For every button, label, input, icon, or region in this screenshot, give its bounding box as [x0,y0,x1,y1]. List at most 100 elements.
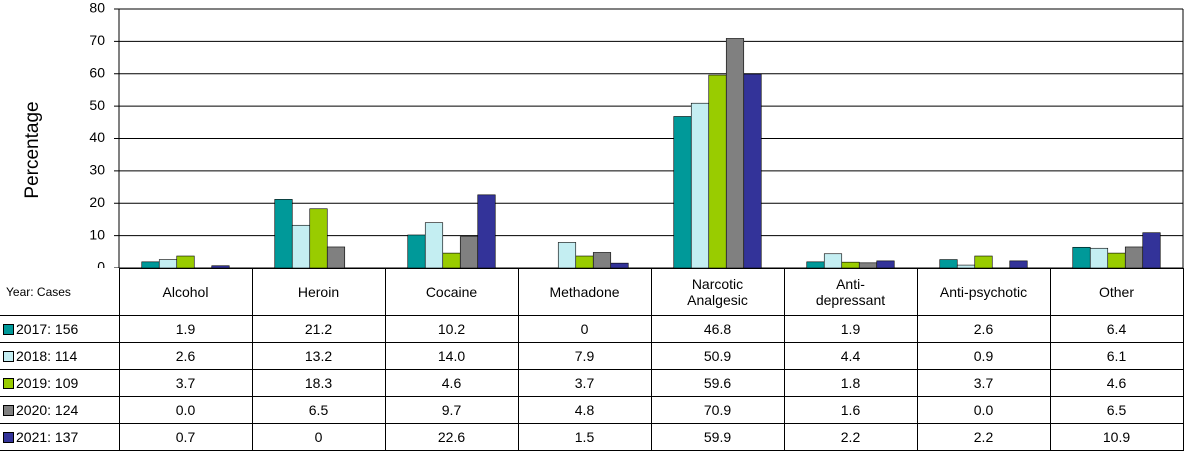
x-tick-label: Cocaine [425,284,478,300]
legend-swatch [3,324,14,335]
category-cell: Other [1049,268,1184,316]
value-cell: 6.5 [251,396,386,424]
category-cell: Narcotic Analgesic [650,268,785,316]
x-tick-label: Anti-psychotic [939,284,1028,300]
bar [211,265,230,268]
value-cell: 6.4 [1049,315,1184,343]
legend-label: 2020: 124 [16,402,79,418]
legend-cell: 2017: 156 [0,315,120,343]
chart: Percentage 0 10 20 30 40 50 60 70 80 [22,0,1184,268]
value-cell: 22.6 [384,423,519,451]
y-tick-label: 10 [89,226,105,242]
value-cell: 70.9 [650,396,785,424]
bar [274,199,293,268]
bar [158,259,178,268]
bar [1124,246,1144,268]
value-cell: 3.7 [916,369,1051,397]
value-cell: 59.9 [650,423,785,451]
value-cell: 1.9 [783,315,918,343]
bar [477,194,496,268]
bar [1072,246,1091,268]
bar [326,246,346,268]
value-cell: 1.8 [783,369,918,397]
legend-cell: 2020: 124 [0,396,120,424]
value-cell: 3.7 [517,369,652,397]
value-cell: 0 [251,423,386,451]
legend-swatch [3,378,14,389]
legend-label: 2021: 137 [16,429,79,445]
bar [575,255,594,268]
value-cell: 4.8 [517,396,652,424]
bar [176,255,195,268]
bar [459,236,479,268]
y-tick-label: 40 [89,129,105,145]
table-header: Year: Cases [0,268,120,316]
bar [1107,252,1126,268]
y-tick-label: 60 [89,64,105,80]
data-row: 2021: 137 0.7 0 22.6 1.5 59.9 2.2 2.2 10.9 [0,423,1184,451]
legend-label: 2019: 109 [16,375,79,391]
data-table: Year: Cases Alcohol Heroin Cocaine Methadone… [0,268,1184,451]
value-cell: 18.3 [251,369,386,397]
bar [673,116,692,268]
bar [1089,247,1109,268]
value-cell: 2.6 [118,342,253,370]
value-cell: 4.4 [783,342,918,370]
value-cell: 10.2 [384,315,519,343]
x-tick-label: Narcotic Analgesic [687,276,748,308]
value-cell: 50.9 [650,342,785,370]
x-tick-label: Heroin [297,284,340,300]
value-cell: 0.0 [118,396,253,424]
x-tick-label: Other [1098,284,1134,300]
category-cell: Methadone [517,268,652,316]
y-tick-label: 20 [89,194,105,210]
bar [1009,260,1028,268]
data-row: 2020: 124 0.0 6.5 9.7 4.8 70.9 1.6 0.0 6.5 [0,396,1184,424]
data-row: 2017: 156 1.9 21.2 10.2 0 46.8 1.9 2.6 6.4 [0,315,1184,343]
y-tick-label: 80 [89,0,105,16]
bar [823,253,843,268]
bar [557,242,577,268]
x-tick-label: Methadone [549,284,620,300]
value-cell: 7.9 [517,342,652,370]
x-tick-label: Alcohol [162,284,209,300]
bar [291,224,311,268]
bar [1142,232,1161,268]
value-cell: 9.7 [384,396,519,424]
x-tick-label: Anti-depressant [815,276,886,308]
value-cell: 3.7 [118,369,253,397]
legend-label: 2017: 156 [16,321,79,337]
y-tick-label: 30 [89,162,105,178]
value-cell: 2.2 [783,423,918,451]
value-cell: 6.1 [1049,342,1184,370]
value-cell: 0.0 [916,396,1051,424]
category-cell: Alcohol [118,268,253,316]
value-cell: 1.6 [783,396,918,424]
bar [442,252,461,268]
bar [708,74,727,268]
data-row: 2019: 109 3.7 18.3 4.6 3.7 59.6 1.8 3.7 4.6 [0,369,1184,397]
value-cell: 4.6 [384,369,519,397]
category-cell: Heroin [251,268,386,316]
value-cell: 2.2 [916,423,1051,451]
y-tick-label: 50 [89,97,105,113]
bar [743,73,762,268]
value-cell: 0 [517,315,652,343]
legend-label: 2018: 114 [16,348,78,364]
y-tick-label: 70 [89,32,105,48]
value-cell: 1.9 [118,315,253,343]
y-tick-label: 0 [97,259,105,268]
legend-cell: 2018: 114 [0,342,120,370]
bar [725,38,745,268]
bar [424,222,444,268]
bar [592,252,612,268]
legend-swatch [3,405,14,416]
legend-swatch [3,351,14,362]
value-cell: 21.2 [251,315,386,343]
bar [407,234,426,268]
bar [309,208,328,268]
legend-cell: 2019: 109 [0,369,120,397]
value-cell: 13.2 [251,342,386,370]
legend-swatch [3,432,14,443]
